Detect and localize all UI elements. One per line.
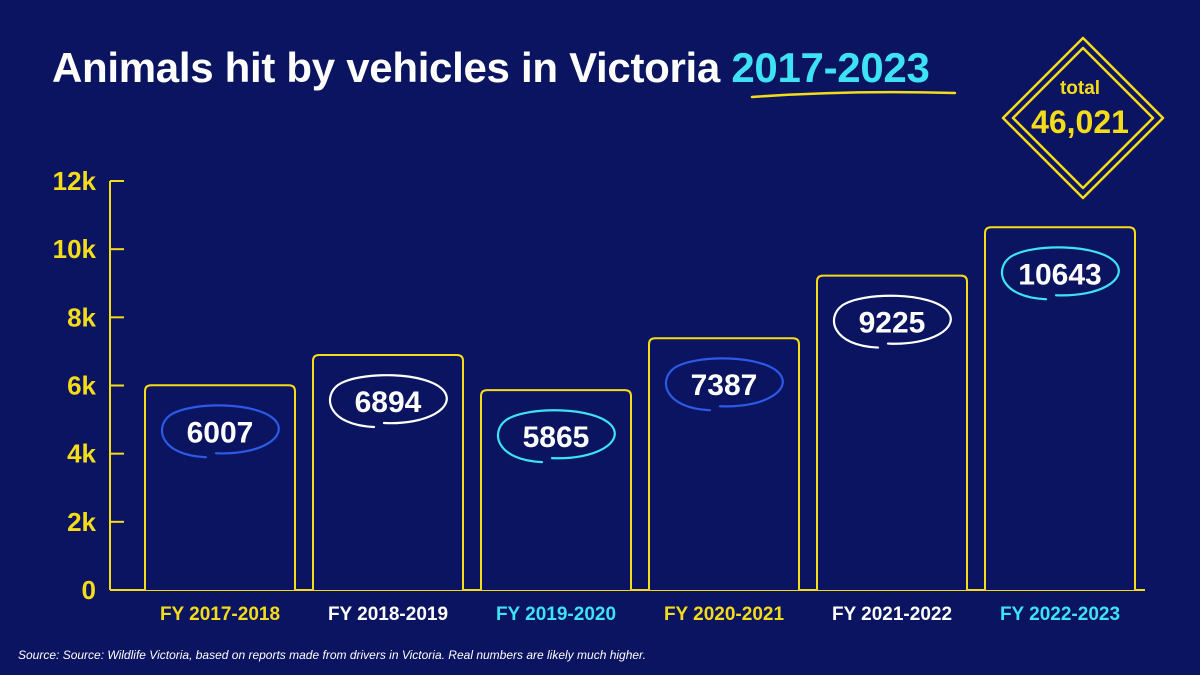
total-label: total — [1059, 78, 1101, 99]
y-tick-label: 6k — [67, 371, 96, 401]
value-circle — [1000, 246, 1120, 301]
bar — [144, 384, 296, 590]
x-category-label: FY 2017-2018 — [160, 604, 280, 625]
value-circle — [832, 294, 952, 349]
total-value: 46,021 — [1031, 104, 1129, 140]
value-circle — [496, 409, 616, 464]
chart-title: Animals hit by vehicles in Victoria 2017… — [52, 44, 930, 92]
x-category-label: FY 2020-2021 — [664, 604, 785, 625]
x-category-label: FY 2018-2019 — [328, 604, 448, 625]
x-category-label: FY 2019-2020 — [496, 604, 616, 625]
total-diamond-inner — [1011, 46, 1155, 190]
bar — [984, 226, 1136, 590]
bar-value-label: 6894 — [355, 386, 422, 419]
y-tick-label: 2k — [67, 507, 96, 537]
y-tick-label: 8k — [67, 302, 96, 332]
y-tick-label: 10k — [53, 234, 97, 264]
bar-value-label: 10643 — [1018, 258, 1101, 291]
bar — [480, 389, 632, 590]
title-underline — [750, 90, 957, 99]
source-note: Source: Source: Wildlife Victoria, based… — [18, 648, 646, 662]
chart-title-highlight: 2017-2023 — [731, 44, 930, 91]
chart-title-main: Animals hit by vehicles in Victoria — [52, 44, 720, 91]
total-diamond-outer — [1001, 36, 1165, 200]
value-circle — [664, 357, 784, 412]
bar-value-label: 5865 — [523, 421, 590, 454]
bar — [816, 274, 968, 590]
bar-value-label: 7387 — [691, 369, 758, 402]
y-tick-label: 12k — [53, 166, 97, 196]
x-category-label: FY 2022-2023 — [1000, 604, 1120, 625]
bar — [312, 354, 464, 590]
y-tick-label: 4k — [67, 439, 96, 469]
value-circle — [328, 374, 448, 429]
bar-value-label: 6007 — [187, 416, 254, 449]
bar-value-label: 9225 — [859, 307, 926, 340]
y-tick-label: 0 — [82, 575, 96, 605]
value-circle — [160, 404, 280, 459]
x-category-label: FY 2021-2022 — [832, 604, 952, 625]
